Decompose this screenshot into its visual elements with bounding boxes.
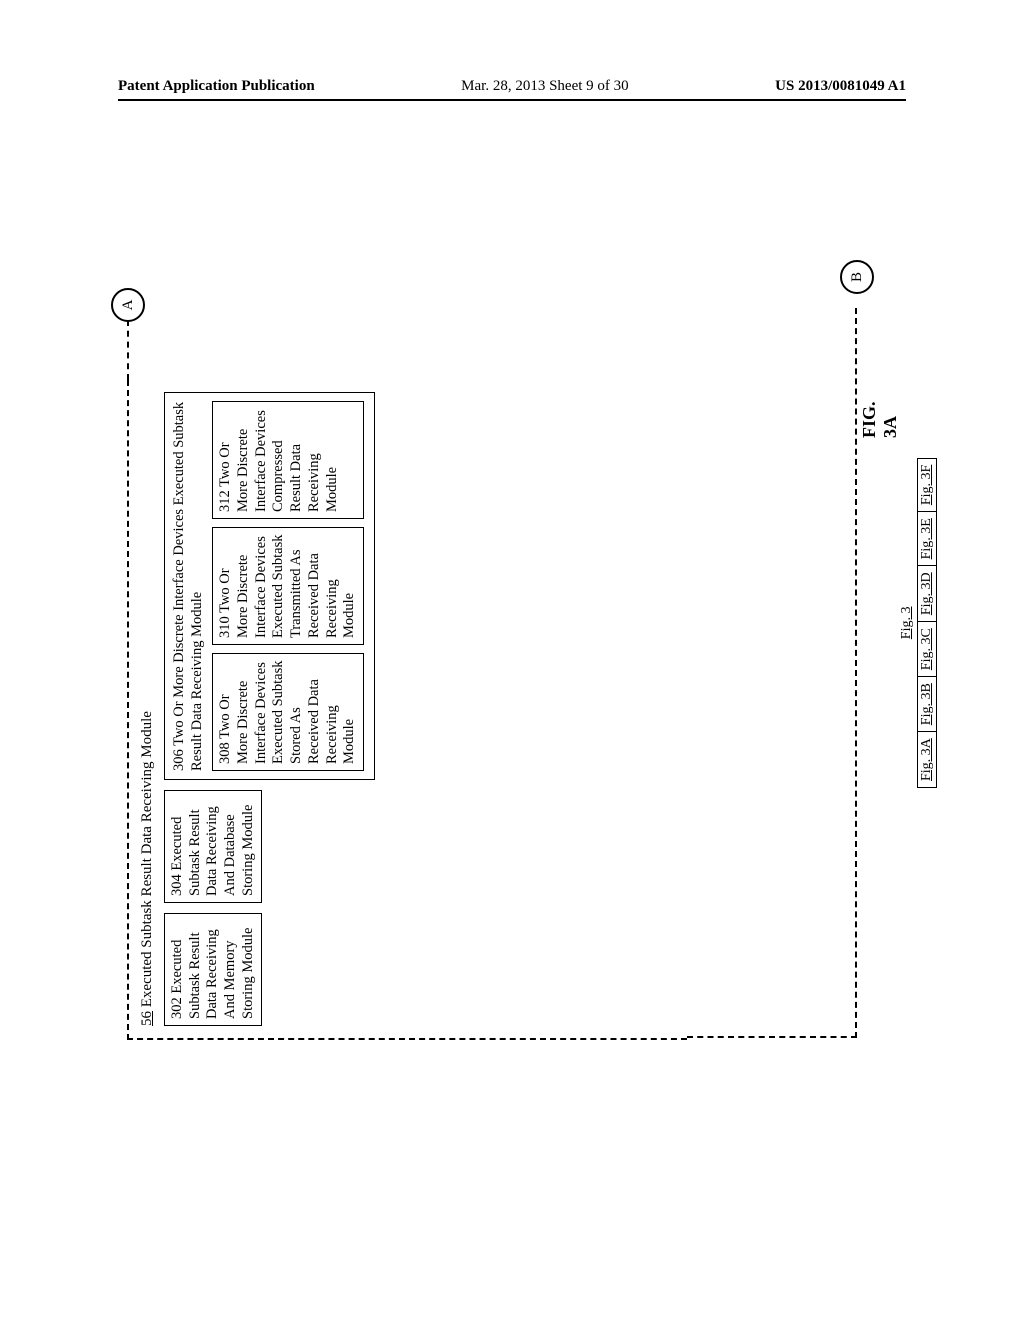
module-56-row: 302 Executed Subtask Result Data Receivi… bbox=[164, 392, 375, 1026]
connector-a-circle: A bbox=[111, 288, 145, 322]
figure-key: Fig. 3 Fig. 3A Fig. 3B Fig. 3C Fig. 3D F… bbox=[899, 458, 937, 788]
dashed-extension-right bbox=[855, 308, 857, 1038]
key-cell-1: Fig. 3B bbox=[918, 676, 936, 731]
header-mid: Mar. 28, 2013 Sheet 9 of 30 bbox=[461, 78, 628, 95]
connector-b-label: B bbox=[849, 272, 866, 282]
key-cell-4: Fig. 3E bbox=[918, 511, 936, 565]
figure-key-row: Fig. 3A Fig. 3B Fig. 3C Fig. 3D Fig. 3E … bbox=[917, 458, 937, 788]
key-cell-5: Fig. 3F bbox=[918, 459, 936, 511]
connector-b-circle: B bbox=[840, 260, 874, 294]
box-312: 312 Two Or More Discrete Interface Devic… bbox=[212, 401, 364, 519]
box-304: 304 Executed Subtask Result Data Receivi… bbox=[164, 790, 262, 903]
connector-a-line bbox=[127, 320, 129, 380]
connector-a-label: A bbox=[120, 300, 137, 311]
dashed-extension-down bbox=[687, 1036, 857, 1038]
diagram-rotated-container: 56 Executed Subtask Result Data Receivin… bbox=[127, 220, 877, 1040]
figure-label: FIG. 3A bbox=[859, 380, 901, 438]
module-56-title: 56 Executed Subtask Result Data Receivin… bbox=[139, 392, 156, 1026]
key-cell-0: Fig. 3A bbox=[918, 731, 936, 787]
box-302: 302 Executed Subtask Result Data Receivi… bbox=[164, 913, 262, 1026]
figure-key-title: Fig. 3 bbox=[899, 458, 915, 788]
box-310: 310 Two Or More Discrete Interface Devic… bbox=[212, 527, 364, 645]
module-56-title-text: Executed Subtask Result Data Receiving M… bbox=[139, 711, 155, 1011]
box-306-nested-row: 308 Two Or More Discrete Interface Devic… bbox=[212, 401, 364, 771]
module-56: 56 Executed Subtask Result Data Receivin… bbox=[127, 380, 687, 1040]
header-left: Patent Application Publication bbox=[118, 78, 315, 95]
header-right: US 2013/0081049 A1 bbox=[775, 78, 906, 95]
key-cell-3: Fig. 3D bbox=[918, 565, 936, 621]
box-308: 308 Two Or More Discrete Interface Devic… bbox=[212, 653, 364, 771]
page-header: Patent Application Publication Mar. 28, … bbox=[118, 78, 906, 101]
box-306-title: 306 Two Or More Discrete Interface Devic… bbox=[171, 401, 206, 771]
key-cell-2: Fig. 3C bbox=[918, 621, 936, 676]
module-56-ref: 56 bbox=[139, 1011, 155, 1026]
box-306: 306 Two Or More Discrete Interface Devic… bbox=[164, 392, 375, 780]
